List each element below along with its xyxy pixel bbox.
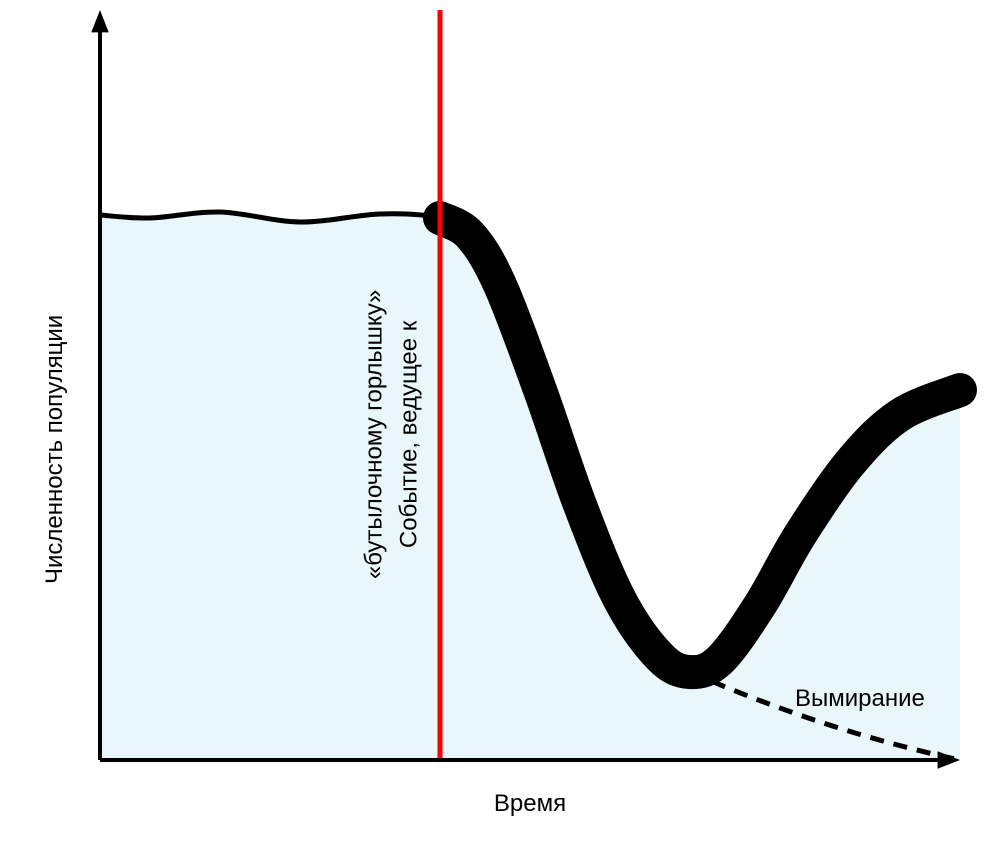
x-axis-label: Время [480,790,580,818]
bottleneck-chart: Численность популяции Время Событие, вед… [0,0,1000,837]
y-axis-arrow [91,10,109,32]
event-label-line1: Событие, ведущее к [396,264,425,604]
y-axis-label: Численность популяции [41,264,69,584]
event-label-line2: «бутылочному горлышку» [361,264,390,604]
extinction-label: Вымирание [795,685,925,713]
